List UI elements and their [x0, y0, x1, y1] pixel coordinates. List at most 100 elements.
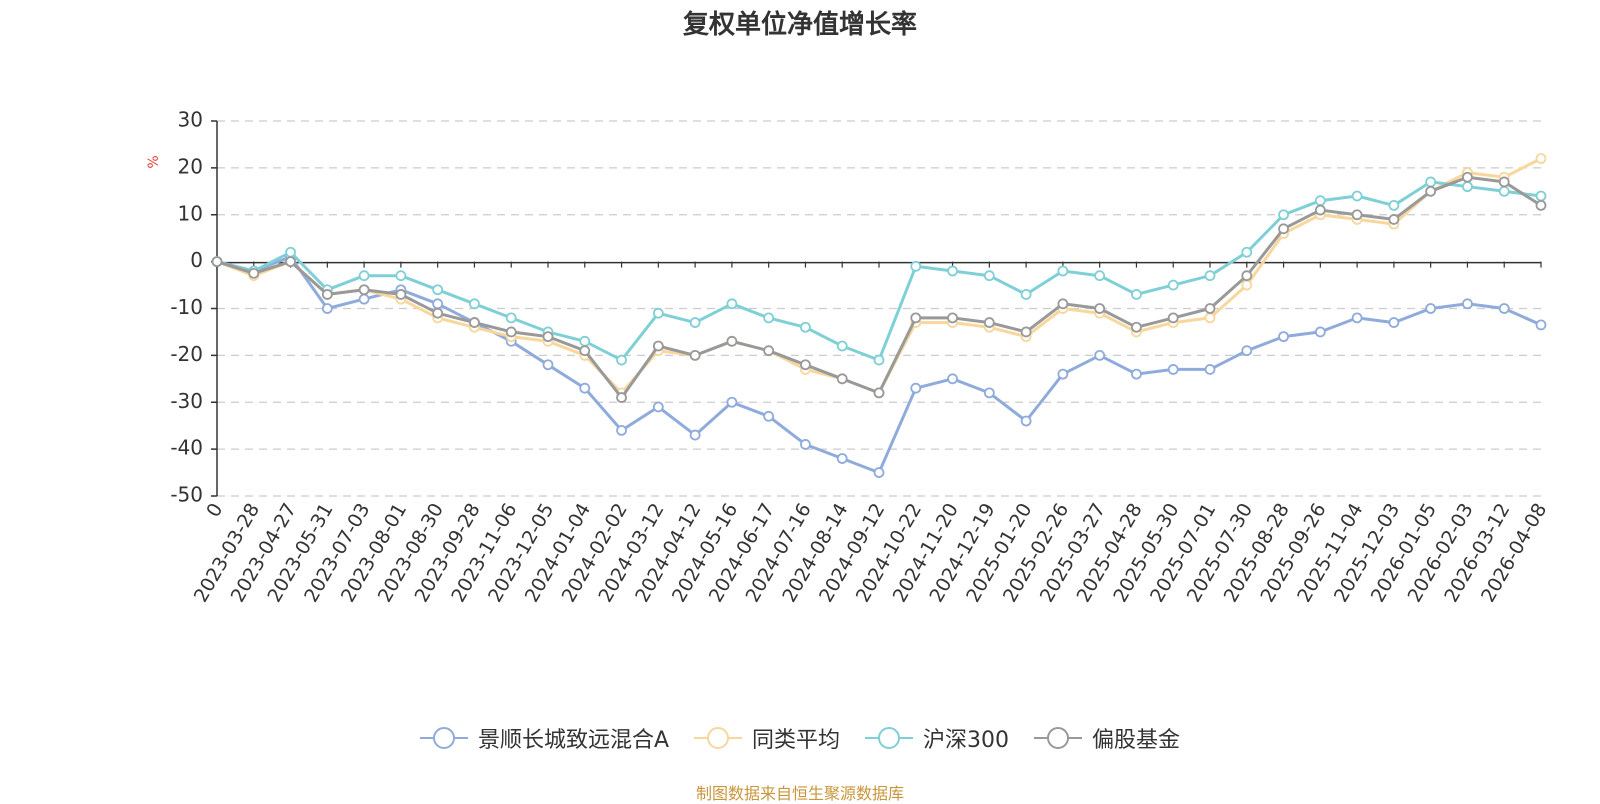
- data-point-equity-bias: [321, 289, 333, 300]
- data-point-hs300: [652, 307, 664, 319]
- data-point-jingshun: [1425, 303, 1437, 314]
- data-point-hs300: [432, 284, 444, 296]
- data-point-equity-bias: [983, 317, 995, 328]
- grid-layer: [217, 120, 1541, 497]
- data-point-hs300: [1131, 289, 1142, 300]
- data-point-hs300: [1535, 190, 1547, 202]
- legend-marker-hs300-icon: [865, 727, 914, 749]
- data-point-equity-bias: [1057, 298, 1069, 310]
- data-point-hs300: [1351, 190, 1363, 202]
- line-chart: % 30 20 10 0 -10 -20 -30 -40 -50 02023-03-282023…: [146, 108, 1551, 607]
- data-point-equity-bias: [469, 317, 480, 328]
- y-tick-label: -10: [170, 295, 203, 319]
- data-point-equity-bias: [763, 345, 775, 357]
- data-point-hs300: [1167, 279, 1179, 291]
- data-point-jingshun: [1131, 368, 1142, 380]
- data-point-equity-bias: [1278, 223, 1289, 235]
- data-point-equity-bias: [1131, 321, 1142, 333]
- data-point-hs300: [947, 265, 958, 277]
- data-point-jingshun: [726, 396, 738, 408]
- data-point-hs300: [1388, 199, 1400, 211]
- data-point-equity-bias: [395, 289, 407, 300]
- data-point-equity-bias: [800, 359, 811, 371]
- data-point-jingshun: [652, 401, 664, 413]
- data-point-jingshun: [1351, 312, 1363, 324]
- data-point-equity-bias: [432, 307, 444, 319]
- data-point-jingshun: [763, 410, 775, 422]
- data-point-hs300: [395, 270, 407, 282]
- data-point-jingshun: [947, 373, 958, 385]
- data-point-equity-bias: [836, 373, 848, 385]
- legend: 景顺长城致远混合A 同类平均 沪深300 偏股基金: [0, 722, 1600, 757]
- data-point-equity-bias: [358, 284, 370, 296]
- data-point-jingshun: [800, 439, 811, 450]
- data-point-equity-bias: [542, 331, 554, 343]
- legend-label-peer-avg: 同类平均: [752, 728, 841, 753]
- data-point-hs300: [1425, 176, 1437, 188]
- data-point-hs300: [505, 312, 517, 324]
- data-point-equity-bias: [211, 256, 223, 268]
- data-point-jingshun: [1020, 415, 1032, 427]
- data-point-jingshun: [321, 303, 333, 314]
- data-point-hs300: [726, 298, 738, 310]
- data-point-hs300: [983, 270, 995, 282]
- data-point-hs300: [1278, 209, 1289, 221]
- data-point-hs300: [358, 270, 370, 282]
- y-tick-label: -40: [170, 436, 203, 460]
- data-point-peer-avg: [1204, 312, 1216, 324]
- legend-label-jingshun: 景顺长城致远混合A: [477, 728, 670, 753]
- data-point-jingshun: [873, 467, 885, 478]
- data-point-jingshun: [1094, 349, 1106, 361]
- data-point-equity-bias: [1498, 176, 1510, 188]
- data-point-hs300: [579, 335, 591, 347]
- data-point-equity-bias: [1425, 185, 1437, 197]
- legend-marker-jingshun-icon: [419, 727, 468, 749]
- data-point-hs300: [873, 354, 885, 366]
- source-note: 制图数据来自恒生聚源数据库: [695, 784, 904, 803]
- data-point-peer-avg: [1535, 153, 1547, 164]
- data-point-hs300: [1462, 181, 1473, 193]
- data-point-peer-avg: [1241, 279, 1253, 291]
- data-point-equity-bias: [1388, 214, 1400, 225]
- y-tick-label: 0: [190, 248, 203, 272]
- legend-item-equity-bias[interactable]: 偏股基金: [1034, 722, 1180, 754]
- legend-item-hs300[interactable]: 沪深300: [865, 722, 1009, 754]
- legend-marker-peer-avg-icon: [694, 727, 743, 749]
- data-point-hs300: [469, 298, 480, 310]
- data-point-equity-bias: [505, 326, 517, 338]
- y-tick-label: 10: [178, 201, 203, 225]
- data-point-equity-bias: [873, 387, 885, 399]
- legend-label-hs300: 沪深300: [923, 728, 1010, 753]
- data-point-equity-bias: [1020, 326, 1032, 338]
- data-point-equity-bias: [1351, 209, 1363, 221]
- data-point-hs300: [1498, 185, 1510, 197]
- data-point-jingshun: [1167, 364, 1179, 375]
- series-layer: [211, 153, 1547, 478]
- chart-title: 复权单位净值增长率: [682, 10, 917, 40]
- data-point-equity-bias: [1535, 199, 1547, 211]
- legend-label-equity-bias: 偏股基金: [1092, 728, 1181, 753]
- data-point-jingshun: [542, 359, 554, 371]
- data-point-equity-bias: [1314, 204, 1326, 216]
- y-tick-label: 30: [178, 108, 203, 132]
- data-point-equity-bias: [947, 312, 958, 324]
- data-point-jingshun: [983, 387, 995, 399]
- y-tick-label: -20: [170, 342, 203, 366]
- data-point-jingshun: [1535, 319, 1547, 331]
- legend-item-peer-avg[interactable]: 同类平均: [694, 722, 840, 754]
- legend-item-jingshun[interactable]: 景顺长城致远混合A: [419, 722, 670, 754]
- data-point-jingshun: [1498, 303, 1510, 314]
- data-point-equity-bias: [1167, 312, 1179, 324]
- data-point-jingshun: [616, 424, 627, 436]
- y-tick-labels: 30 20 10 0 -10 -20 -30 -40 -50: [170, 108, 217, 507]
- x-tick-label: 0: [202, 500, 227, 521]
- data-point-hs300: [689, 317, 701, 328]
- data-point-jingshun: [1241, 345, 1253, 357]
- data-point-jingshun: [1278, 331, 1289, 343]
- data-point-equity-bias: [1094, 303, 1106, 314]
- data-point-jingshun: [432, 298, 444, 310]
- y-axis-label: %: [146, 155, 162, 168]
- data-point-equity-bias: [726, 335, 738, 347]
- data-point-jingshun: [836, 453, 848, 464]
- data-point-equity-bias: [1241, 270, 1253, 282]
